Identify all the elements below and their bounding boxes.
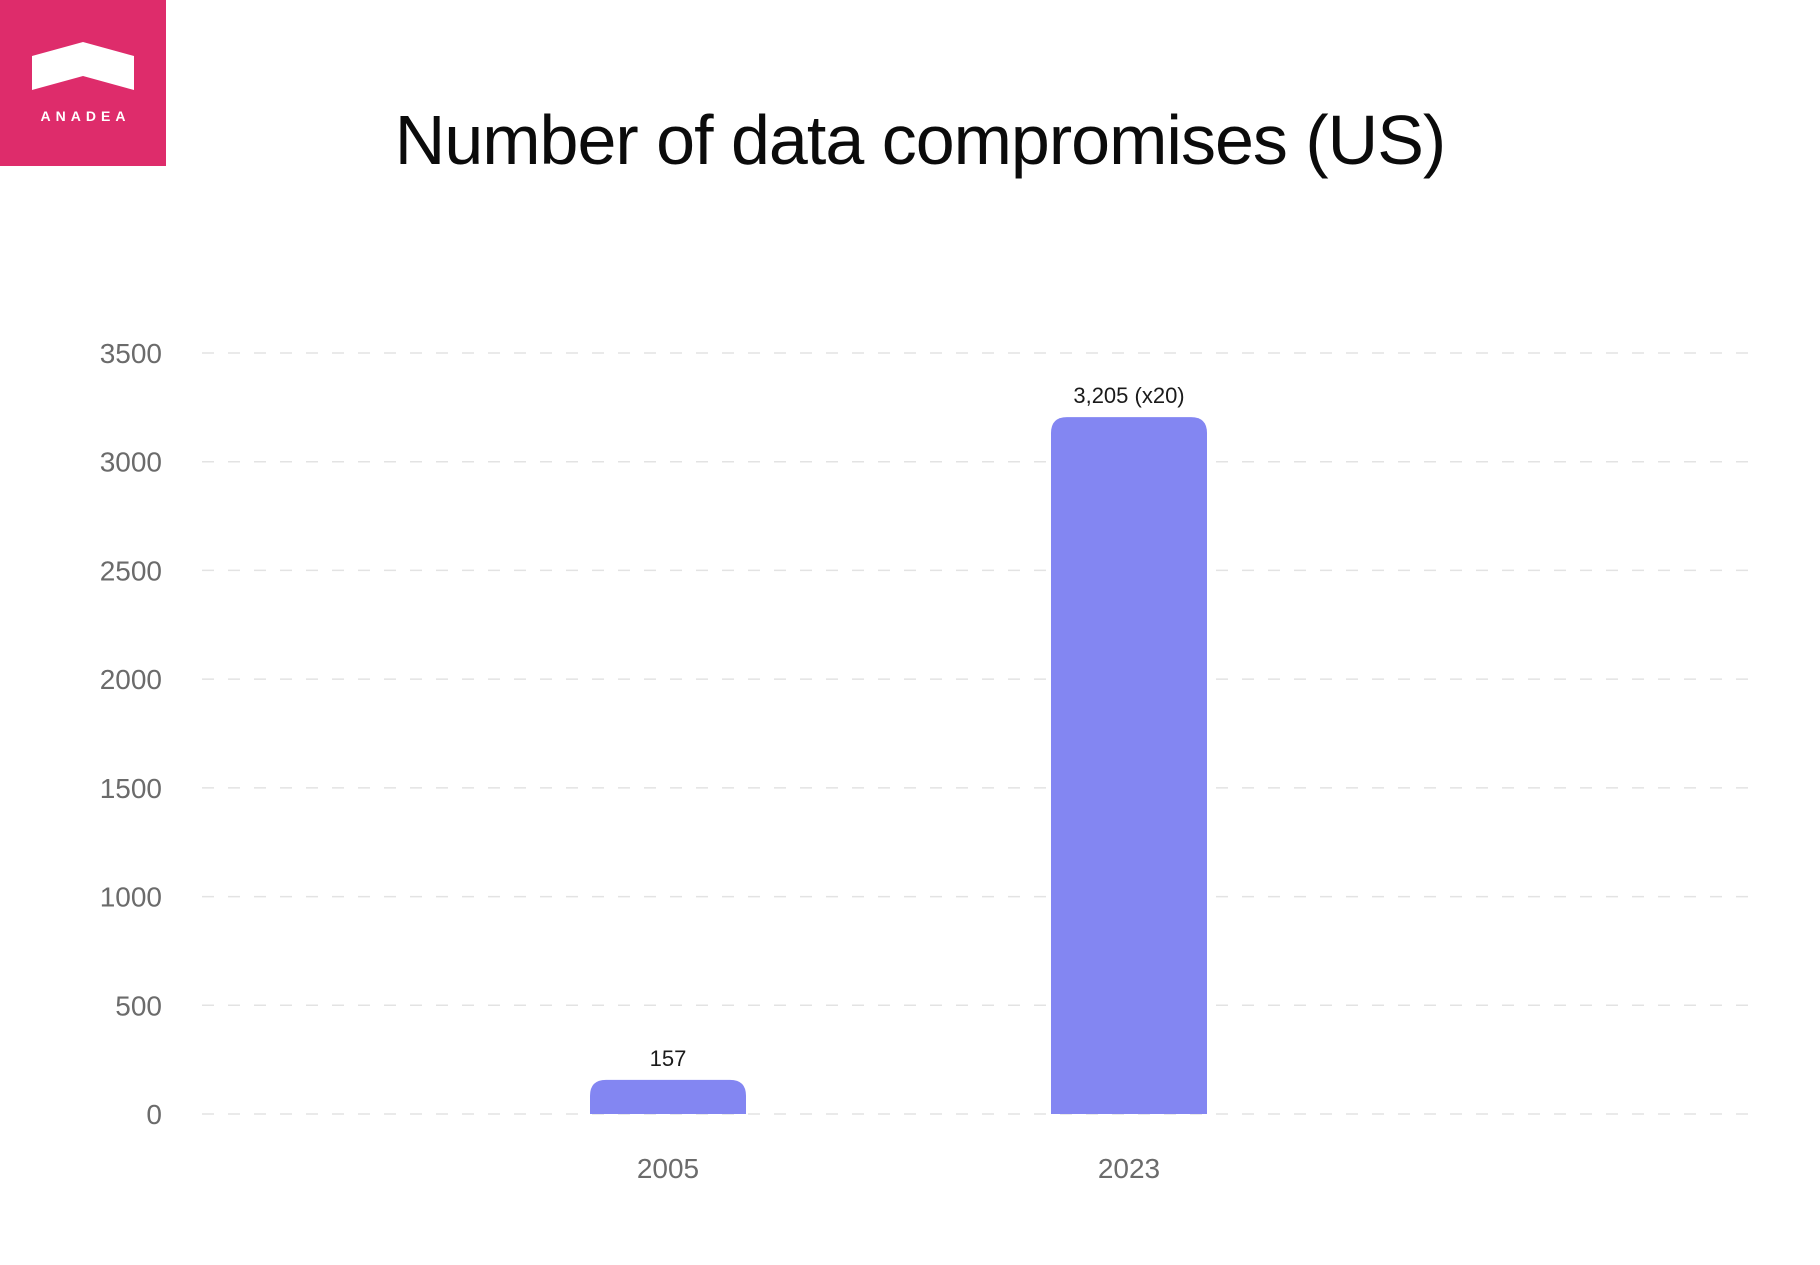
x-axis-categories: 2005 2023 xyxy=(637,1153,1160,1184)
grid-lines xyxy=(202,352,1755,1115)
logo-text: ANADEA xyxy=(40,108,131,124)
data-label-2005: 157 xyxy=(650,1046,687,1071)
y-axis-ticks: 0 500 1000 1500 2000 2500 3000 3500 xyxy=(100,338,162,1130)
bars xyxy=(590,417,1207,1114)
y-tick-label: 1000 xyxy=(100,882,162,913)
y-tick-label: 3500 xyxy=(100,338,162,369)
data-label-2023: 3,205 (x20) xyxy=(1073,383,1184,408)
bar-2005 xyxy=(590,1079,746,1114)
y-tick-label: 500 xyxy=(115,990,162,1021)
chart-title: Number of data compromises (US) xyxy=(394,101,1446,179)
y-tick-label: 0 xyxy=(146,1099,162,1130)
logo-roof-icon xyxy=(32,42,134,90)
data-labels: 157 3,205 (x20) xyxy=(650,383,1185,1071)
brand-logo: ANADEA xyxy=(0,0,166,166)
y-tick-label: 3000 xyxy=(100,447,162,478)
x-category-label: 2023 xyxy=(1098,1153,1160,1184)
y-tick-label: 2500 xyxy=(100,555,162,586)
bar-2023 xyxy=(1051,417,1207,1114)
y-tick-label: 1500 xyxy=(100,773,162,804)
y-tick-label: 2000 xyxy=(100,664,162,695)
x-category-label: 2005 xyxy=(637,1153,699,1184)
